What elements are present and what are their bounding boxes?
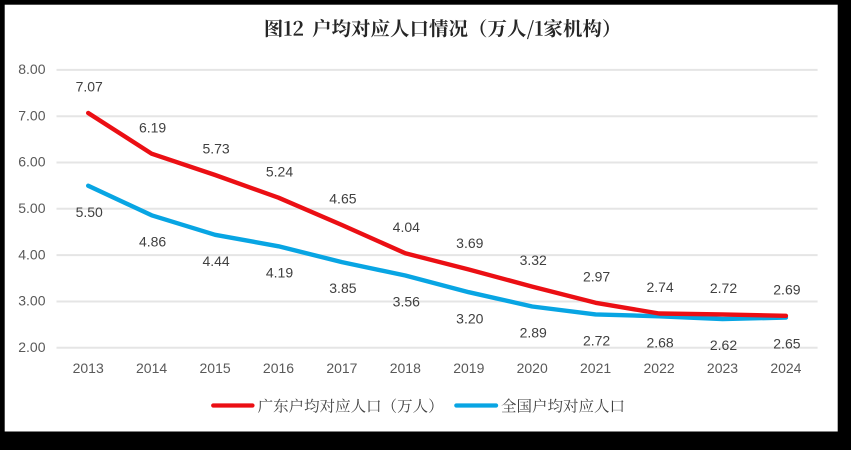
svg-text:2.72: 2.72	[710, 280, 737, 296]
svg-text:2017: 2017	[326, 360, 357, 376]
svg-text:6.00: 6.00	[18, 154, 45, 170]
svg-text:2.74: 2.74	[646, 279, 673, 295]
svg-text:3.69: 3.69	[456, 235, 483, 251]
svg-text:3.20: 3.20	[456, 310, 483, 326]
svg-text:2.69: 2.69	[773, 281, 800, 297]
svg-text:2024: 2024	[770, 360, 801, 376]
svg-text:2.00: 2.00	[18, 339, 45, 355]
svg-text:8.00: 8.00	[18, 61, 45, 77]
svg-text:4.04: 4.04	[393, 219, 420, 235]
svg-text:2019: 2019	[453, 360, 484, 376]
svg-text:3.56: 3.56	[393, 294, 420, 310]
svg-text:2014: 2014	[136, 360, 167, 376]
svg-text:5.73: 5.73	[202, 141, 229, 157]
svg-text:4.44: 4.44	[202, 253, 229, 269]
svg-text:5.50: 5.50	[76, 204, 103, 220]
svg-text:4.65: 4.65	[329, 191, 356, 207]
svg-text:2013: 2013	[73, 360, 104, 376]
svg-text:2015: 2015	[200, 360, 231, 376]
svg-text:3.00: 3.00	[18, 293, 45, 309]
svg-text:5.24: 5.24	[266, 163, 293, 179]
svg-text:5.00: 5.00	[18, 200, 45, 216]
svg-text:4.00: 4.00	[18, 246, 45, 262]
svg-text:7.07: 7.07	[76, 79, 103, 95]
svg-text:2.89: 2.89	[520, 325, 547, 341]
svg-text:2016: 2016	[263, 360, 294, 376]
svg-text:2.97: 2.97	[583, 268, 610, 284]
svg-text:2021: 2021	[580, 360, 611, 376]
svg-text:2023: 2023	[707, 360, 738, 376]
svg-text:2022: 2022	[644, 360, 675, 376]
svg-text:7.00: 7.00	[18, 107, 45, 123]
svg-text:2.65: 2.65	[773, 336, 800, 352]
svg-text:4.86: 4.86	[139, 233, 166, 249]
svg-text:4.19: 4.19	[266, 264, 293, 280]
svg-text:2.62: 2.62	[710, 337, 737, 353]
svg-text:3.85: 3.85	[329, 280, 356, 296]
svg-text:2018: 2018	[390, 360, 421, 376]
svg-text:2.68: 2.68	[646, 334, 673, 350]
svg-text:2020: 2020	[517, 360, 548, 376]
svg-text:6.19: 6.19	[139, 119, 166, 135]
svg-text:2.72: 2.72	[583, 333, 610, 349]
svg-text:3.32: 3.32	[520, 252, 547, 268]
